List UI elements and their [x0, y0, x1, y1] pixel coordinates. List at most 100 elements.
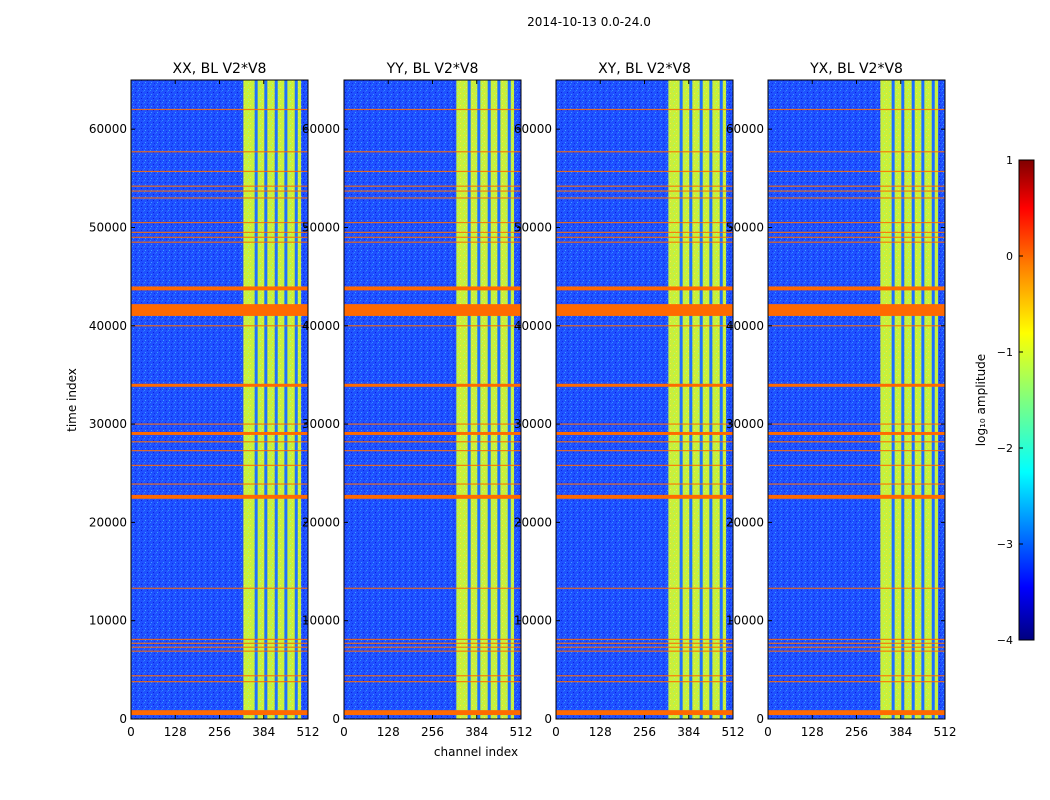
heatmap-flag-row [556, 325, 733, 327]
heatmap-flag-row [131, 151, 308, 153]
heatmap-flag-row [556, 646, 733, 648]
heatmap-flag-row [556, 675, 733, 677]
heatmap-flag-band [131, 431, 308, 435]
heatmap-flag-row [768, 642, 945, 644]
heatmap-flag-row [556, 197, 733, 199]
y-tick-label: 50000 [89, 220, 127, 234]
x-axis-label: channel index [434, 745, 518, 759]
y-tick-label: 40000 [514, 319, 552, 333]
y-tick-label: 40000 [302, 319, 340, 333]
heatmap-flag-band [768, 286, 945, 291]
colorbar-gradient [1018, 159, 1035, 641]
panel-title: XX, BL V2*V8 [173, 61, 267, 77]
y-tick-label: 10000 [726, 614, 764, 628]
heatmap-flag-row [768, 681, 945, 683]
y-tick-label: 60000 [302, 122, 340, 136]
heatmap-channel-line [679, 80, 683, 719]
y-tick-label: 20000 [302, 515, 340, 529]
heatmap-flag-row [131, 185, 308, 187]
heatmap-flag-row [768, 441, 945, 443]
heatmap-flag-row [344, 675, 521, 677]
heatmap-flag-row [768, 587, 945, 589]
heatmap-flag-row [131, 638, 308, 640]
panel-title: XY, BL V2*V8 [598, 61, 691, 77]
x-tick-label: 512 [722, 725, 745, 739]
heatmap-flag-row [131, 681, 308, 683]
heatmap-flag-row [344, 681, 521, 683]
y-tick-label: 60000 [89, 122, 127, 136]
heatmap-flag-band [344, 710, 521, 716]
x-tick-label: 256 [633, 725, 656, 739]
heatmap-channel-line [719, 80, 723, 719]
heatmap-flag-band [344, 304, 521, 316]
y-tick-label: 60000 [514, 122, 552, 136]
heatmap-channel-line [264, 80, 268, 719]
x-tick-label: 128 [164, 725, 187, 739]
heatmap-flag-row [556, 650, 733, 652]
heatmap-channel-line [274, 80, 278, 719]
x-tick-label: 128 [801, 725, 824, 739]
heatmap-flag-band [131, 304, 308, 316]
y-tick-label: 30000 [726, 417, 764, 431]
x-tick-label: 0 [340, 725, 348, 739]
heatmap-flag-band [131, 383, 308, 387]
heatmap-channel-line [911, 80, 915, 719]
y-tick-label: 20000 [89, 515, 127, 529]
heatmap-flag-row [556, 108, 733, 111]
y-tick-label: 0 [544, 712, 552, 726]
y-axis-label: time index [65, 368, 79, 432]
heatmap-flag-row [131, 325, 308, 327]
heatmap-flag-row [768, 464, 945, 466]
heatmap-flag-row [768, 151, 945, 153]
heatmap-flag-row [768, 185, 945, 187]
heatmap-flag-band [556, 710, 733, 716]
panel-4: YX, BL V2*V8 0 128 256 384 512 0 10000 20000 3000… [726, 61, 957, 739]
heatmap-flag-row [556, 170, 733, 173]
heatmap-flag-band [131, 710, 308, 716]
heatmap-flag-row [556, 441, 733, 443]
heatmap-flag-band [556, 494, 733, 499]
y-tick-label: 0 [332, 712, 340, 726]
heatmap-channel-line [507, 80, 511, 719]
heatmap-flag-row [131, 483, 308, 485]
heatmap-flag-row [556, 423, 733, 425]
heatmap-flag-band [768, 383, 945, 387]
heatmap-flag-row [131, 646, 308, 648]
heatmap-flag-band [131, 286, 308, 291]
heatmap-flag-row [344, 241, 521, 243]
y-tick-label: 10000 [302, 614, 340, 628]
x-tick-label: 384 [677, 725, 700, 739]
heatmap-flag-row [556, 231, 733, 233]
heatmap-flag-row [344, 151, 521, 153]
x-tick-label: 0 [552, 725, 560, 739]
panel-title: YY, BL V2*V8 [386, 61, 479, 77]
panel-title: YX, BL V2*V8 [809, 61, 903, 77]
heatmap-flag-row [768, 236, 945, 238]
heatmap-flag-row [556, 638, 733, 640]
y-tick-label: 30000 [514, 417, 552, 431]
x-tick-label: 0 [127, 725, 135, 739]
y-tick-label: 40000 [89, 319, 127, 333]
colorbar-tick-label: 0 [1006, 250, 1013, 263]
heatmap-flag-row [556, 450, 733, 452]
heatmap-flag-row [556, 241, 733, 243]
y-tick-label: 50000 [726, 220, 764, 234]
heatmap-flag-row [556, 483, 733, 485]
heatmap-flag-row [768, 650, 945, 652]
heatmap-bright-band [456, 80, 515, 719]
heatmap-flag-row [768, 675, 945, 677]
heatmap-flag-row [768, 241, 945, 243]
y-tick-label: 20000 [726, 515, 764, 529]
heatmap-channel-line [294, 80, 298, 719]
heatmap-flag-row [344, 221, 521, 224]
heatmap-channel-line [921, 80, 925, 719]
heatmap-channel-line [931, 80, 935, 719]
heatmap-flag-band [556, 286, 733, 291]
panel-1: XX, BL V2*V8 0 128 256 384 512 0 10000 20000 3000… [89, 61, 320, 739]
heatmap-flag-band [344, 431, 521, 435]
x-tick-label: 384 [889, 725, 912, 739]
heatmap-flag-row [768, 221, 945, 224]
panels: XX, BL V2*V8 0 128 256 384 512 0 10000 20000 3000… [89, 61, 957, 739]
heatmap-flag-row [556, 587, 733, 589]
heatmap-flag-band [344, 286, 521, 291]
